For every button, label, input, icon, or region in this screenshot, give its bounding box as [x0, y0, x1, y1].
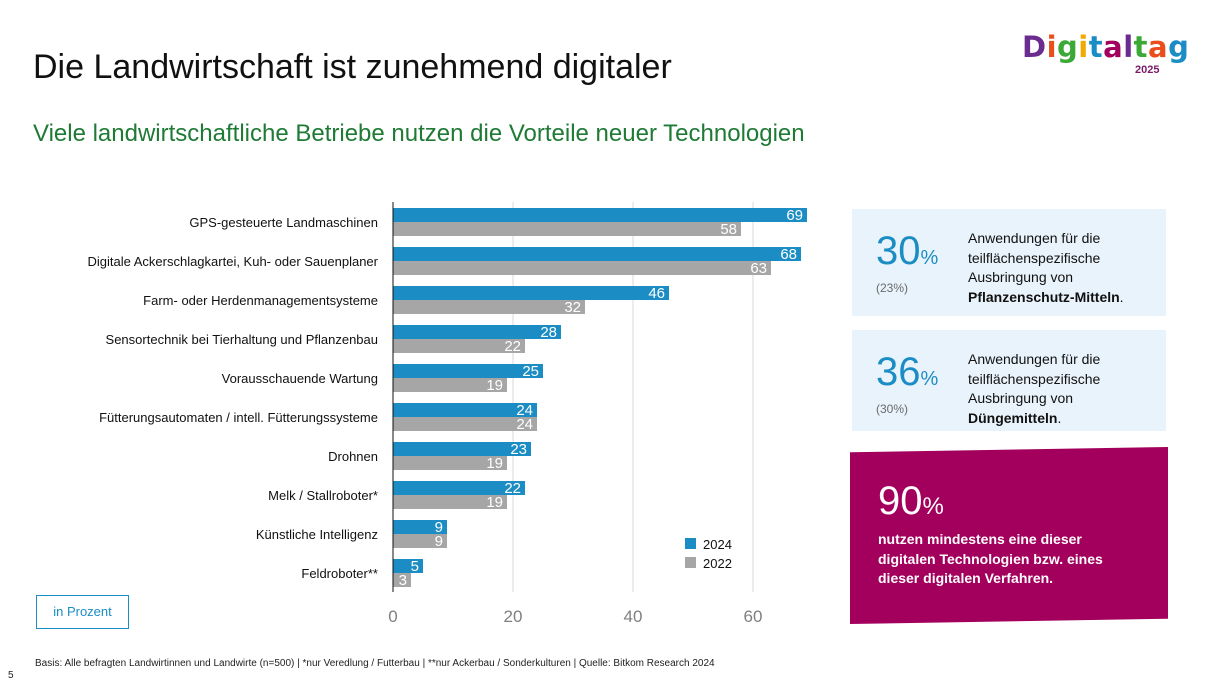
logo-letter: i: [1046, 30, 1058, 64]
data-label: 19: [486, 455, 503, 472]
bar-2022: [393, 495, 507, 509]
category-label: Melk / Stallroboter*: [268, 488, 378, 503]
bar-2022: [393, 300, 585, 314]
legend-label: 2024: [703, 537, 732, 552]
data-label: 69: [786, 207, 803, 224]
bar-2022: [393, 573, 411, 587]
data-label: 28: [540, 324, 557, 341]
data-label: 25: [522, 363, 539, 380]
data-label: 22: [504, 338, 521, 355]
stat-previous: (30%): [876, 402, 909, 416]
legend-swatch-2024: [685, 538, 696, 549]
logo-letter: l: [1123, 30, 1134, 64]
bar-2022: [393, 417, 537, 431]
bar-2024: [393, 208, 807, 222]
bar-2024: [393, 520, 447, 534]
stat-card-duengemittel: 36% (30%) Anwendungen für die teilfläche…: [852, 330, 1166, 431]
bar-2024: [393, 559, 423, 573]
bar-2024: [393, 247, 801, 261]
bar-2024: [393, 364, 543, 378]
bar-2022: [393, 534, 447, 548]
bar-2024: [393, 325, 561, 339]
data-label: 24: [516, 416, 533, 433]
footnote: Basis: Alle befragten Landwirtinnen und …: [35, 658, 715, 669]
category-label: Künstliche Intelligenz: [256, 527, 378, 542]
category-label: Fütterungsautomaten / intell. Fütterungs…: [99, 410, 378, 425]
page-subtitle: Viele landwirtschaftliche Betriebe nutze…: [33, 120, 805, 147]
unit-label: in Prozent: [36, 595, 129, 629]
logo-letter: a: [1148, 30, 1169, 64]
x-tick-label: 60: [744, 607, 763, 626]
data-label: 9: [435, 533, 443, 550]
category-label: GPS-gesteuerte Landmaschinen: [189, 215, 378, 230]
bar-2022: [393, 378, 507, 392]
data-label: 3: [399, 572, 407, 589]
logo-letter: g: [1168, 30, 1190, 64]
stat-value: 30%: [876, 229, 939, 273]
legend-label: 2022: [703, 556, 732, 571]
bar-chart: GPS-gesteuerte Landmaschinen 69 58 Digitale…: [87, 202, 807, 626]
category-label: Feldroboter**: [301, 566, 378, 581]
logo-letter: a: [1103, 30, 1124, 64]
bar-2022: [393, 339, 525, 353]
logo-wordmark: Digitaltag: [1022, 30, 1192, 64]
x-tick-label: 40: [624, 607, 643, 626]
data-label: 19: [486, 494, 503, 511]
data-label: 19: [486, 377, 503, 394]
stat-description: Anwendungen für die teilflächenspezifisc…: [968, 230, 1124, 305]
data-label: 63: [750, 260, 767, 277]
category-label: Sensortechnik bei Tierhaltung und Pflanz…: [106, 332, 378, 347]
logo-letter: t: [1088, 30, 1104, 64]
data-label: 23: [510, 441, 527, 458]
data-label: 24: [516, 402, 533, 419]
category-label: Digitale Ackerschlagkartei, Kuh- oder Sa…: [87, 254, 378, 269]
bar-2022: [393, 456, 507, 470]
logo-letter: g: [1057, 30, 1079, 64]
logo-letter: i: [1078, 30, 1089, 64]
bar-2024: [393, 481, 525, 495]
stat-previous: (23%): [876, 281, 909, 295]
stat-value: 36%: [876, 350, 939, 394]
data-label: 58: [720, 221, 737, 238]
highlight-text: nutzen mindestens eine dieser digitalen …: [878, 531, 1103, 586]
category-label: Vorausschauende Wartung: [222, 371, 378, 386]
data-label: 46: [648, 285, 665, 302]
x-tick-label: 20: [504, 607, 523, 626]
data-label: 32: [564, 299, 581, 316]
highlight-value: 90%: [878, 479, 944, 523]
x-tick-label: 0: [388, 607, 397, 626]
data-label: 68: [780, 246, 797, 263]
bar-2024: [393, 286, 669, 300]
category-label: Farm- oder Herdenmanagementsysteme: [143, 293, 378, 308]
stat-description: Anwendungen für die teilflächenspezifisc…: [968, 351, 1101, 426]
bar-2022: [393, 222, 741, 236]
bar-2024: [393, 403, 537, 417]
highlight-card: 90% nutzen mindestens eine dieser digita…: [850, 447, 1168, 624]
logo-letter: t: [1133, 30, 1149, 64]
category-label: Drohnen: [328, 449, 378, 464]
legend-swatch-2022: [685, 557, 696, 568]
page-number: 5: [8, 670, 14, 681]
data-label: 22: [504, 480, 521, 497]
stat-card-pflanzenschutz: 30% (23%) Anwendungen für die teilfläche…: [852, 209, 1166, 316]
logo-year: 2025: [1135, 64, 1160, 76]
data-label: 5: [411, 558, 419, 575]
digitaltag-logo: Digitaltag 2025: [1022, 30, 1192, 82]
data-label: 9: [435, 519, 443, 536]
page-title: Die Landwirtschaft ist zunehmend digital…: [33, 48, 672, 86]
bar-2022: [393, 261, 771, 275]
bar-2024: [393, 442, 531, 456]
logo-letter: D: [1022, 30, 1047, 64]
